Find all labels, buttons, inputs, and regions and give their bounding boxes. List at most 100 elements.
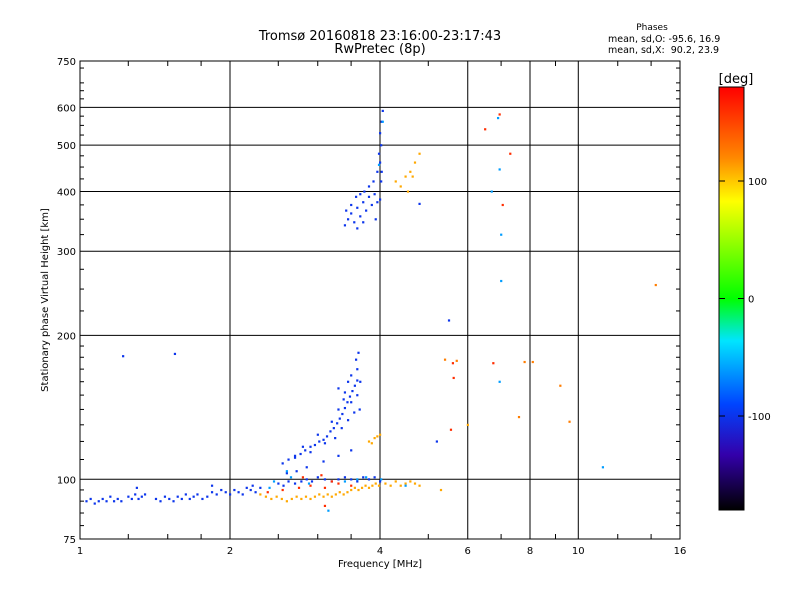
data-point — [367, 478, 371, 481]
data-point — [127, 495, 130, 498]
data-point — [377, 484, 381, 487]
stats-o-mode: mean, sd,O: -95.6, 16.9 — [608, 34, 720, 45]
data-point — [517, 415, 521, 419]
data-point — [389, 484, 392, 487]
data-point — [285, 472, 288, 475]
data-point — [379, 132, 382, 135]
data-point — [192, 495, 195, 498]
data-point — [282, 484, 285, 487]
data-point — [359, 215, 362, 218]
data-point — [357, 488, 360, 492]
data-point — [411, 175, 414, 178]
data-point — [320, 474, 323, 477]
data-point — [184, 493, 187, 496]
grid-lines — [80, 61, 680, 539]
data-point — [346, 401, 349, 404]
data-point — [404, 484, 407, 487]
data-point — [323, 478, 327, 481]
data-point — [376, 201, 379, 204]
data-point — [367, 440, 371, 443]
data-point — [356, 394, 359, 397]
data-point — [326, 493, 329, 496]
data-point — [498, 168, 501, 171]
data-point — [353, 221, 356, 224]
data-point — [120, 500, 123, 503]
data-point — [362, 221, 365, 224]
data-point — [301, 445, 305, 448]
data-point — [330, 495, 333, 498]
data-point — [188, 497, 191, 501]
x-tick-label: 1 — [77, 546, 83, 557]
data-point — [237, 491, 240, 494]
data-point — [316, 476, 319, 479]
data-point — [196, 493, 199, 496]
stats-heading: Phases — [636, 23, 668, 33]
data-point — [172, 500, 175, 503]
data-point — [290, 497, 293, 501]
data-point — [379, 480, 382, 483]
data-point — [334, 493, 337, 496]
data-point — [281, 488, 284, 492]
data-point — [455, 359, 458, 362]
y-tick-label: 75 — [63, 535, 76, 546]
data-point — [418, 202, 421, 205]
data-point — [281, 462, 284, 465]
x-tick-label: 4 — [377, 546, 383, 557]
x-tick-label: 6 — [465, 546, 471, 557]
data-point — [357, 351, 360, 354]
data-point — [334, 436, 337, 440]
data-point — [351, 389, 354, 393]
data-point — [259, 486, 262, 489]
data-point — [374, 218, 377, 221]
data-point — [356, 379, 359, 382]
data-point — [374, 482, 377, 485]
data-point — [365, 476, 368, 479]
data-point — [498, 113, 501, 116]
data-point — [350, 212, 353, 215]
data-point — [413, 482, 417, 485]
data-point — [399, 484, 402, 487]
data-point — [364, 484, 367, 487]
data-point — [418, 152, 421, 155]
data-point — [313, 443, 317, 447]
data-point — [323, 486, 327, 489]
data-point — [348, 395, 352, 398]
x-tick-label: 10 — [572, 546, 585, 557]
x-axis: 1 2 4 6 8 10 16 — [77, 61, 686, 557]
data-point — [353, 486, 356, 489]
data-point — [134, 493, 137, 496]
y-tick-label: 500 — [57, 141, 76, 152]
data-point — [305, 466, 308, 469]
plot-frame — [79, 60, 681, 540]
data-point — [304, 449, 307, 452]
data-point — [490, 190, 493, 193]
data-point — [359, 193, 362, 196]
data-point — [373, 193, 376, 196]
data-point — [206, 495, 209, 498]
data-point — [449, 428, 453, 431]
y-tick-label: 200 — [57, 331, 76, 342]
y-tick-label: 100 — [57, 475, 76, 486]
data-point — [154, 497, 158, 501]
data-point — [371, 484, 374, 487]
data-point — [259, 493, 262, 496]
data-point — [373, 436, 376, 440]
data-point — [342, 398, 345, 401]
data-point — [313, 495, 317, 498]
data-point — [370, 203, 373, 207]
data-point — [116, 497, 119, 501]
data-point — [346, 380, 350, 383]
data-point — [377, 163, 381, 166]
data-point — [337, 454, 340, 457]
data-point — [300, 497, 303, 501]
data-point — [163, 495, 167, 498]
data-point — [409, 480, 412, 483]
data-point — [337, 387, 340, 390]
data-point — [531, 360, 534, 364]
data-point — [293, 456, 297, 459]
data-point — [310, 480, 314, 483]
data-point — [143, 493, 147, 496]
data-point — [365, 209, 368, 212]
data-point — [376, 170, 379, 173]
